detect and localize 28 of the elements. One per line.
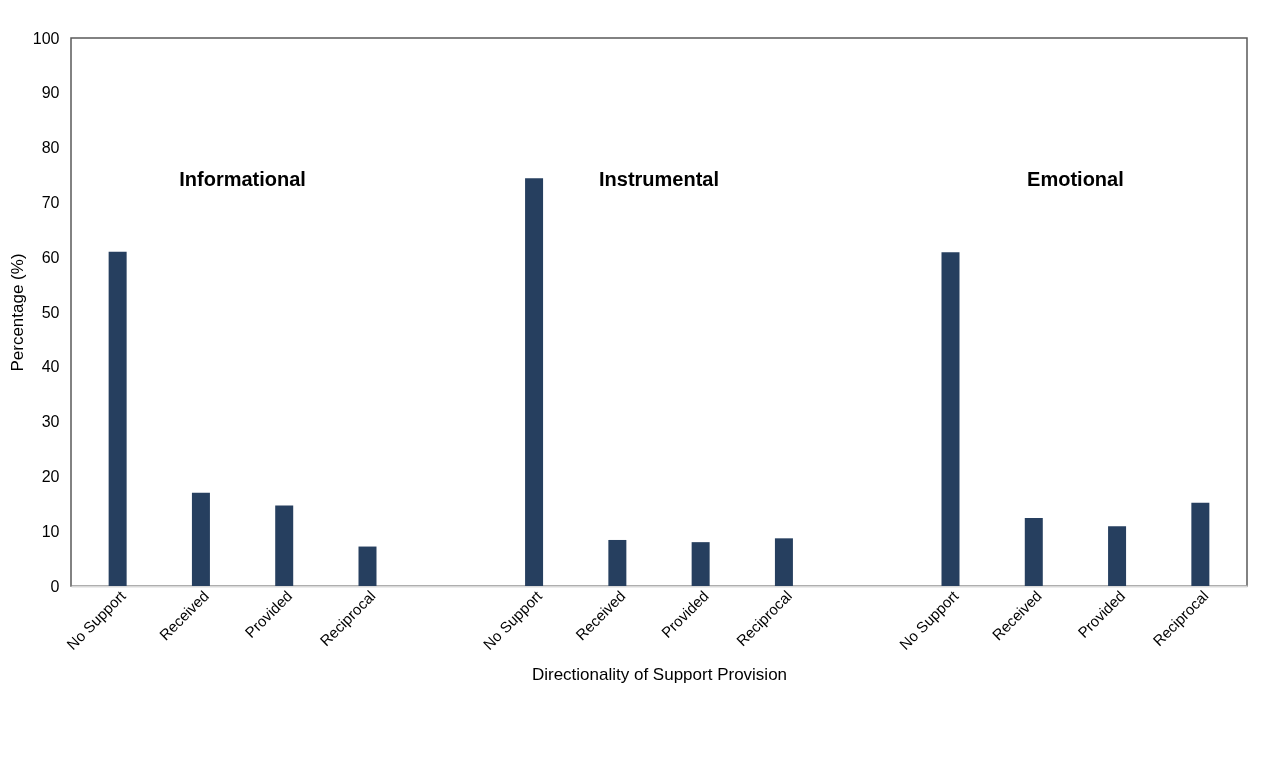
bar bbox=[774, 538, 793, 586]
bar bbox=[1024, 518, 1043, 586]
bar bbox=[608, 539, 627, 586]
bar bbox=[941, 252, 960, 586]
annotation: Informational bbox=[179, 168, 306, 191]
y-tick-label: 0 bbox=[50, 577, 60, 595]
y-tick-label: 70 bbox=[41, 193, 60, 211]
bar bbox=[691, 542, 710, 586]
y-tick-label: 80 bbox=[41, 139, 60, 157]
y-tick-label: 90 bbox=[41, 84, 60, 102]
y-axis-title: Percentage (%) bbox=[7, 253, 27, 372]
y-tick-label: 10 bbox=[41, 522, 60, 540]
y-tick-label: 30 bbox=[41, 413, 60, 431]
y-tick-label: 40 bbox=[41, 358, 60, 376]
y-tick-label: 60 bbox=[41, 248, 60, 266]
bar bbox=[358, 546, 377, 586]
y-tick-label: 50 bbox=[41, 303, 60, 321]
bar bbox=[1108, 526, 1127, 586]
annotation: Instrumental bbox=[598, 168, 720, 191]
x-axis-title: Directionality of Support Provision bbox=[531, 664, 788, 684]
bar bbox=[191, 492, 210, 586]
bar bbox=[275, 505, 294, 586]
y-tick-label: 100 bbox=[32, 29, 60, 47]
annotation: Emotional bbox=[1027, 168, 1124, 191]
bar bbox=[525, 178, 544, 586]
y-tick-label: 20 bbox=[41, 467, 60, 485]
bar bbox=[1191, 502, 1210, 586]
bar bbox=[108, 251, 127, 586]
